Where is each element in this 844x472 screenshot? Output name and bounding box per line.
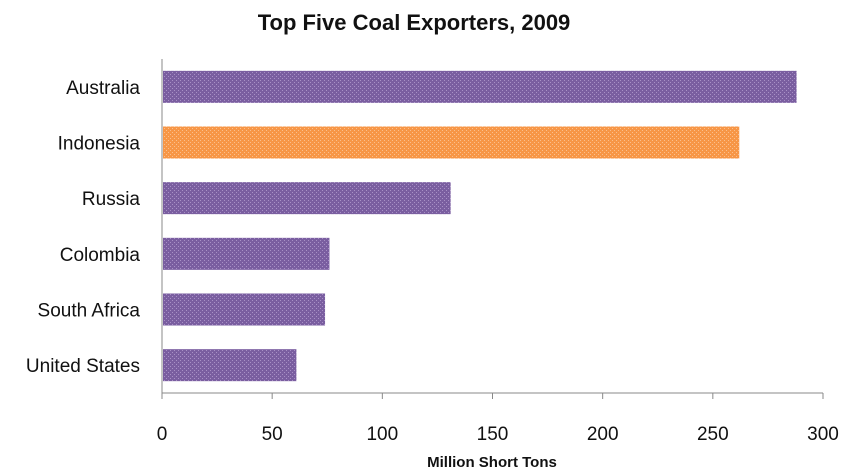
x-axis-title: Million Short Tons: [427, 454, 557, 471]
bar-united-states: [163, 349, 297, 382]
category-label: Russia: [82, 189, 141, 210]
x-axis-ticks: 0 50 100 150 200 250 300: [157, 393, 839, 445]
category-label: South Africa: [38, 301, 141, 322]
x-tick-label: 250: [697, 424, 729, 445]
x-tick-label: 50: [262, 424, 283, 445]
category-labels: Australia Indonesia Russia Colombia South Af…: [26, 78, 141, 377]
category-label: Indonesia: [58, 134, 141, 155]
bar-colombia: [163, 237, 330, 270]
bars: [163, 70, 797, 382]
category-label: Australia: [66, 78, 140, 99]
x-tick-label: 300: [807, 424, 839, 445]
x-tick-label: 200: [587, 424, 619, 445]
bar-russia: [163, 182, 451, 215]
category-label: Colombia: [60, 245, 141, 266]
chart-title: Top Five Coal Exporters, 2009: [258, 10, 571, 35]
x-tick-label: 100: [366, 424, 398, 445]
bar-australia: [163, 70, 797, 103]
x-tick-label: 0: [157, 424, 168, 445]
category-label: United States: [26, 356, 140, 377]
bar-indonesia: [163, 126, 740, 159]
x-tick-label: 150: [477, 424, 509, 445]
bar-south-africa: [163, 293, 326, 326]
